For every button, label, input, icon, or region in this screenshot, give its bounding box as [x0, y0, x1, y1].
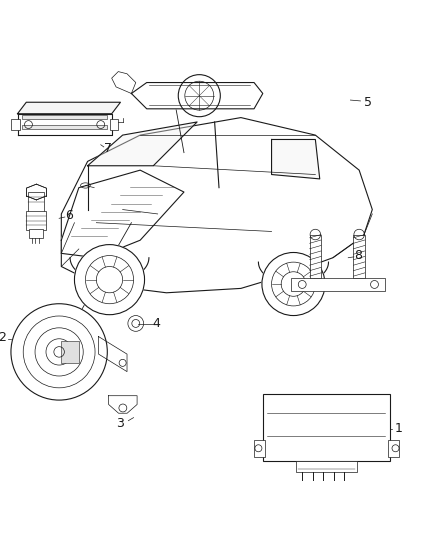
Polygon shape — [88, 122, 197, 166]
Bar — [310, 235, 321, 278]
Polygon shape — [99, 336, 127, 372]
Circle shape — [74, 245, 145, 314]
Bar — [22, 115, 107, 119]
Bar — [296, 462, 357, 472]
Polygon shape — [112, 71, 136, 93]
Text: 6: 6 — [65, 209, 73, 222]
Bar — [29, 229, 43, 238]
Text: 7: 7 — [104, 142, 112, 155]
Bar — [61, 341, 79, 363]
Bar — [26, 211, 46, 230]
Polygon shape — [131, 83, 263, 109]
Text: 8: 8 — [354, 249, 362, 262]
Bar — [28, 192, 44, 212]
Bar — [11, 119, 20, 130]
Text: 5: 5 — [364, 96, 372, 109]
Polygon shape — [26, 184, 46, 200]
Circle shape — [54, 346, 64, 357]
Circle shape — [11, 304, 107, 400]
Polygon shape — [61, 170, 184, 258]
Bar — [388, 440, 399, 457]
Bar — [353, 235, 365, 278]
Text: 2: 2 — [0, 331, 6, 344]
Text: 4: 4 — [153, 317, 161, 330]
Circle shape — [178, 75, 220, 117]
Bar — [291, 278, 385, 290]
Bar — [110, 119, 118, 130]
Text: 3: 3 — [116, 417, 124, 430]
Bar — [254, 440, 265, 457]
Circle shape — [262, 253, 325, 316]
Circle shape — [128, 316, 144, 332]
Polygon shape — [61, 118, 372, 293]
Polygon shape — [272, 140, 320, 179]
Bar — [263, 393, 390, 462]
Bar — [22, 125, 107, 129]
Polygon shape — [18, 102, 120, 114]
Polygon shape — [18, 114, 112, 135]
Polygon shape — [109, 395, 137, 413]
Text: 1: 1 — [395, 422, 403, 435]
